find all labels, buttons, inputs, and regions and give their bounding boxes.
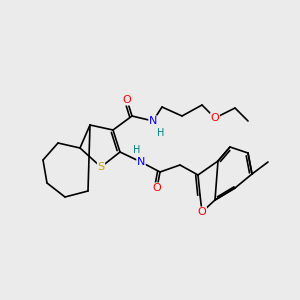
Text: O: O bbox=[123, 95, 131, 105]
Text: H: H bbox=[133, 145, 141, 155]
Text: O: O bbox=[153, 183, 161, 193]
Text: H: H bbox=[157, 128, 165, 138]
Text: O: O bbox=[198, 207, 206, 217]
Text: N: N bbox=[137, 157, 145, 167]
Text: N: N bbox=[149, 116, 157, 126]
Text: O: O bbox=[211, 113, 219, 123]
Text: S: S bbox=[98, 162, 105, 172]
